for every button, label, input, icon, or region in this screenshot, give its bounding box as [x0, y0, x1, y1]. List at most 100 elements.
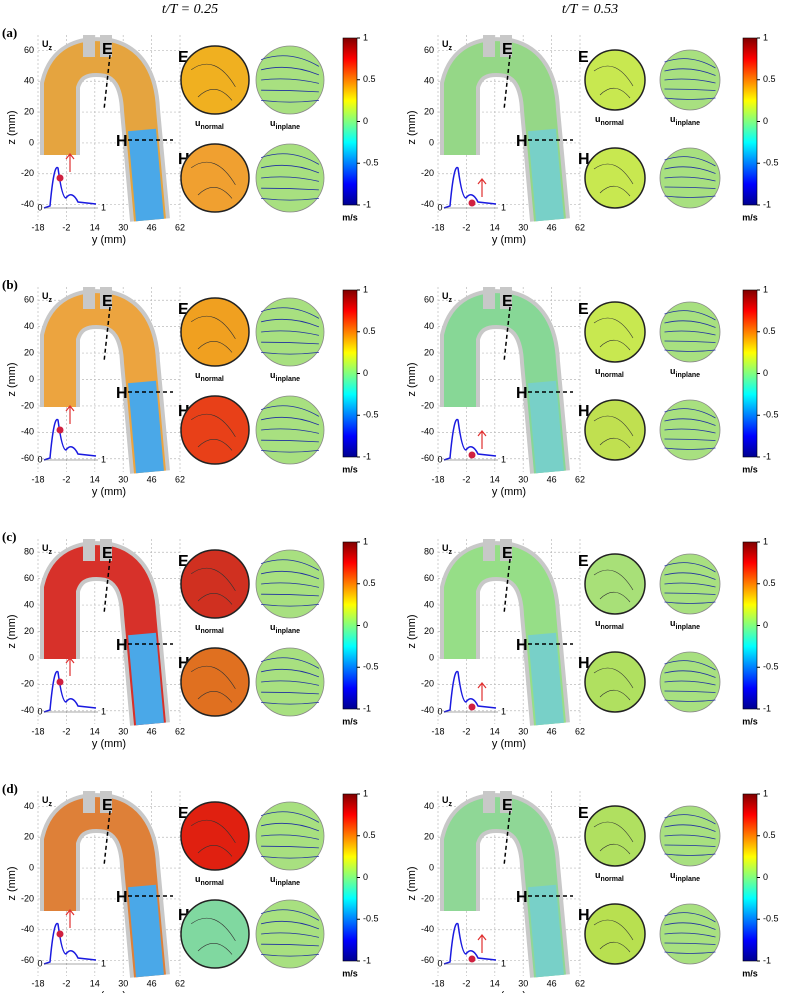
colorbar	[342, 289, 358, 458]
u-normal-label-sub: normal	[201, 880, 224, 887]
cut-line-e	[103, 558, 111, 615]
colorbar-tick-label: 1	[763, 536, 768, 546]
streamline	[261, 198, 319, 201]
uz-label: Uz	[442, 795, 453, 807]
streamline	[261, 856, 319, 859]
waveform	[443, 166, 497, 209]
inplane-section	[659, 147, 721, 209]
streamline	[664, 195, 716, 198]
u-inplane-label-base: u	[670, 114, 676, 124]
contour	[191, 567, 236, 605]
y-tick-label: 60	[424, 295, 434, 305]
normal-section	[584, 301, 646, 363]
y-tick-label: 0	[29, 862, 34, 872]
u-inplane-label-sub: inplane	[676, 624, 701, 631]
y-tick-label: -60	[21, 453, 34, 463]
streamline	[664, 166, 716, 174]
x-tick-label: 30	[518, 978, 528, 988]
colorbar-tick-label: -0.5	[363, 662, 379, 672]
u-inplane-label: uinplane	[270, 370, 300, 382]
vessel-descending	[528, 128, 564, 222]
x-axis-label: y (mm)	[92, 738, 126, 750]
column-header: t/T = 0.25	[162, 2, 218, 17]
e-label: E	[102, 545, 113, 562]
colorbar-unit: m/s	[742, 968, 758, 978]
colorbar-tick-label: -1	[363, 955, 371, 965]
streamline	[664, 438, 716, 441]
u-normal-label-sub: normal	[201, 124, 224, 131]
x-tick-label: 14	[490, 978, 500, 988]
h-label: H	[516, 637, 528, 654]
x-tick-label: 30	[118, 978, 128, 988]
vessel-descending	[528, 380, 564, 474]
u-normal-label-base: u	[195, 118, 201, 128]
streamline	[664, 572, 716, 580]
uz-label-base: U	[442, 795, 449, 805]
vessel-flow	[444, 545, 566, 726]
x-tick-label: 62	[175, 474, 185, 484]
u-normal-label-base: u	[595, 618, 601, 628]
vessel-flow	[444, 41, 566, 222]
u-normal-label-base: u	[595, 870, 601, 880]
wave-start: 0	[437, 706, 442, 716]
y-tick-label: 0	[29, 137, 34, 147]
u-inplane-label-sub: inplane	[276, 880, 301, 887]
y-tick-label: -20	[21, 893, 34, 903]
streamline	[664, 680, 716, 686]
y-tick-label: -20	[21, 679, 34, 689]
x-tick-label: -18	[31, 222, 44, 232]
streamline	[664, 156, 716, 167]
streamline	[261, 822, 320, 832]
normal-section	[584, 147, 646, 209]
arrow	[477, 682, 487, 701]
x-tick-label: -2	[62, 222, 70, 232]
wave-end: 1	[501, 202, 506, 212]
normal-section	[180, 143, 250, 213]
vessel-descending	[128, 128, 164, 222]
vessel-branch	[500, 35, 512, 57]
streamline	[261, 428, 319, 434]
colorbar-tick-label: -0.5	[763, 158, 779, 168]
u-normal-label-sub: normal	[601, 120, 624, 127]
x-tick-label: 30	[518, 222, 528, 232]
uz-label-sub: z	[49, 801, 53, 808]
e-label: E	[102, 293, 113, 310]
x-tick-label: 30	[118, 726, 128, 736]
wave-start: 0	[37, 454, 42, 464]
vessel-branch	[100, 35, 112, 57]
uz-label: Uz	[442, 39, 453, 51]
row-label: (b)	[2, 277, 18, 292]
streamline	[664, 68, 716, 76]
x-tick-label: 46	[547, 474, 557, 484]
streamline	[664, 418, 716, 426]
streamline	[664, 922, 716, 930]
colorbar-tick-label: -0.5	[763, 914, 779, 924]
contour	[191, 819, 236, 857]
y-tick-label: 60	[424, 45, 434, 55]
u-inplane-label-base: u	[270, 370, 276, 380]
wave-end: 1	[501, 706, 506, 716]
column-header: t/T = 0.53	[562, 2, 618, 17]
vessel-flow	[44, 41, 166, 222]
x-tick-label: 30	[518, 474, 528, 484]
streamline	[261, 604, 319, 607]
section-h-label: H	[578, 151, 590, 168]
e-label: E	[502, 293, 513, 310]
colorbar-unit: m/s	[342, 716, 358, 726]
inplane-section	[659, 651, 721, 713]
cut-line-e	[103, 306, 111, 363]
streamline	[261, 691, 319, 695]
u-inplane-label-sub: inplane	[276, 376, 301, 383]
u-normal-label: unormal	[195, 118, 224, 130]
streamline	[261, 439, 319, 443]
streamline	[664, 330, 716, 336]
colorbar-tick-label: 0.5	[363, 74, 376, 84]
y-tick-label: 80	[24, 547, 34, 557]
y-axis-label: z (mm)	[406, 614, 418, 648]
streamline	[260, 405, 320, 417]
vessel-branch	[500, 287, 512, 309]
section-h-label: H	[578, 907, 590, 924]
y-tick-label: 60	[24, 45, 34, 55]
uz-label: Uz	[42, 795, 53, 807]
x-axis-label: y (mm)	[492, 234, 526, 246]
